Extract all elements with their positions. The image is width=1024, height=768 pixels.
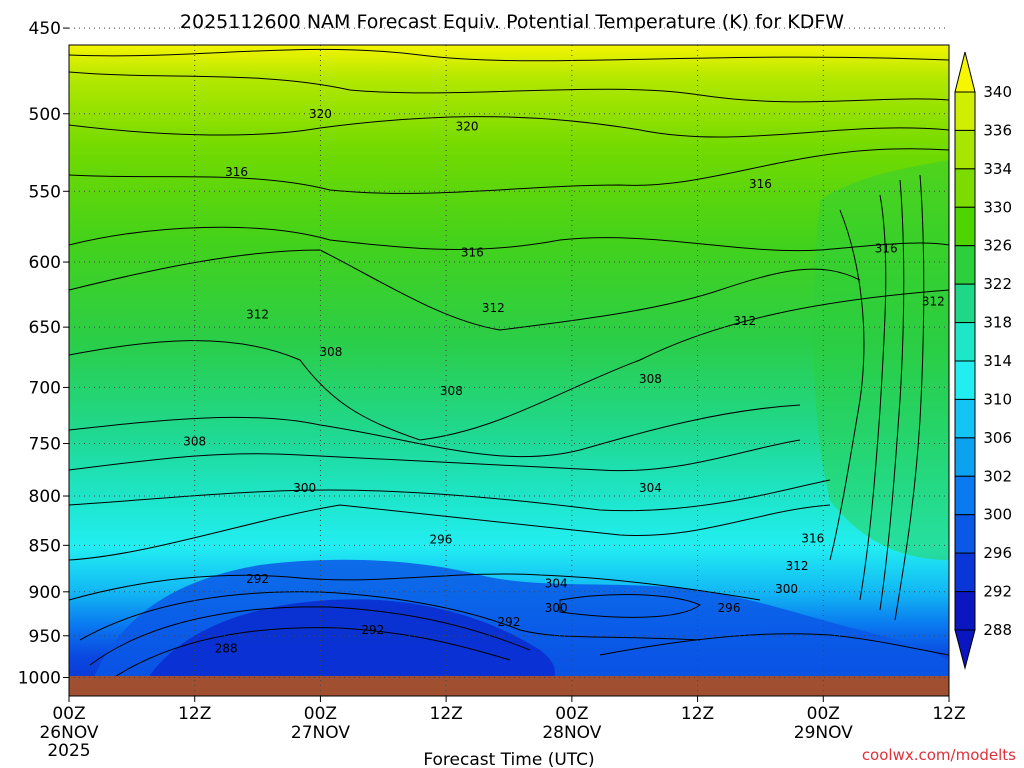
y-tick-label: 650 — [29, 318, 61, 338]
colorbar-label: 300 — [983, 506, 1012, 524]
colorbar-label: 340 — [983, 83, 1012, 101]
colorbar-label: 296 — [983, 544, 1012, 562]
y-tick-label: 900 — [29, 583, 61, 603]
colorbar-label: 302 — [983, 467, 1012, 485]
y-tick-label: 700 — [29, 378, 61, 398]
colorbar-segment — [954, 322, 976, 362]
contour-label: 316 — [801, 532, 824, 546]
colorbar-segment — [954, 591, 976, 631]
y-tick-label: 550 — [29, 182, 61, 202]
colorbar-segment — [954, 437, 976, 477]
colorbar-segment — [954, 398, 976, 439]
x-date-label: 29NOV — [794, 723, 853, 743]
x-date-label: 26NOV — [39, 723, 98, 743]
colorbar-segment — [954, 245, 976, 285]
contour-label: 308 — [639, 372, 662, 386]
colorbar-label: 318 — [983, 314, 1012, 332]
x-date-label: 27NOV — [291, 723, 350, 743]
contour-labels: 3283283283243243243203203163163163163123… — [183, 107, 945, 656]
contour-label: 288 — [215, 642, 238, 656]
coldest-core-region — [150, 599, 555, 696]
x-axis-ticks: 00Z 12Z 00Z 12Z 00Z 12Z 00Z 12Z 26NOV 27NOV 28NOV 2… — [39, 696, 966, 743]
colorbar-segment — [954, 475, 976, 516]
contour-label: 304 — [545, 577, 568, 591]
credit-text: coolwx.com/modelts — [862, 746, 1016, 764]
colorbar-label: 330 — [983, 198, 1012, 216]
contour-label: 300 — [775, 582, 798, 596]
colorbar-label: 336 — [983, 121, 1012, 139]
y-tick-label: 600 — [29, 253, 61, 273]
ground-below-surface — [69, 676, 949, 696]
contour-label: 296 — [718, 601, 741, 615]
colorbar-label: 288 — [983, 621, 1012, 639]
contour-label: 292 — [498, 615, 521, 629]
colorbar-segment — [954, 206, 976, 247]
contour-label: 308 — [440, 384, 463, 398]
colorbar-segment — [954, 360, 976, 400]
colorbar: 340 336 334 330 326 322 318 314 310 306 302 300 296 2… — [954, 51, 1012, 670]
contour-label: 320 — [456, 120, 479, 134]
x-axis-label: Forecast Time (UTC) — [423, 750, 594, 768]
colorbar-top-arrow — [954, 51, 976, 93]
colorbar-label: 334 — [983, 160, 1012, 178]
contour-label: 316 — [225, 165, 248, 179]
contour-label: 312 — [733, 314, 756, 328]
contour-label: 312 — [246, 308, 269, 322]
y-axis-ticks: 2503003504004505005506006507007508008509… — [18, 19, 69, 689]
x-year-label: 2025 — [47, 741, 90, 761]
colorbar-segment — [954, 168, 976, 208]
y-tick-label: 1000 — [18, 669, 61, 689]
contour-label: 312 — [786, 559, 809, 573]
y-tick-label: 450 — [29, 19, 61, 39]
contour-label: 312 — [482, 301, 505, 315]
x-tick-label: 00Z — [52, 704, 85, 724]
y-tick-label: 850 — [29, 536, 61, 556]
chart-title: 2025112600 NAM Forecast Equiv. Potential… — [180, 11, 844, 33]
colorbar-segment — [954, 283, 976, 324]
contour-label: 292 — [361, 623, 384, 637]
contour-label: 300 — [293, 481, 316, 495]
contour-label: 312 — [922, 295, 945, 309]
isentrope-lines — [69, 48, 949, 681]
contour-label: 304 — [639, 481, 662, 495]
x-date-label: 28NOV — [542, 723, 601, 743]
x-tick-label: 00Z — [304, 704, 337, 724]
contour-label: 316 — [749, 177, 772, 191]
x-tick-label: 00Z — [555, 704, 588, 724]
x-tick-label: 12Z — [681, 704, 714, 724]
plot-field — [69, 45, 949, 696]
gridlines — [69, 27, 949, 696]
x-tick-label: 00Z — [807, 704, 840, 724]
x-tick-label: 12Z — [178, 704, 211, 724]
contour-label: 292 — [246, 572, 269, 586]
y-tick-label: 800 — [29, 487, 61, 507]
colorbar-label: 310 — [983, 390, 1012, 408]
plot-frame — [68, 44, 950, 697]
colorbar-label: 314 — [983, 352, 1012, 370]
x-tick-label: 12Z — [430, 704, 463, 724]
y-tick-label: 500 — [29, 105, 61, 125]
y-tick-label: 950 — [29, 627, 61, 647]
colorbar-label: 292 — [983, 583, 1012, 601]
x-tick-label: 12Z — [932, 704, 965, 724]
contour-label: 296 — [429, 533, 452, 547]
contour-label: 320 — [309, 107, 332, 121]
contour-label: 300 — [545, 601, 568, 615]
contour-label: 316 — [461, 246, 484, 260]
contour-label: 316 — [875, 241, 898, 255]
colorbar-segment — [954, 129, 976, 170]
colorbar-label: 322 — [983, 275, 1012, 293]
colorbar-label: 326 — [983, 237, 1012, 255]
colorbar-label: 306 — [983, 429, 1012, 447]
warm-column-region — [813, 160, 949, 560]
contour-label: 308 — [319, 345, 342, 359]
colorbar-segment — [954, 91, 976, 131]
colorbar-segment — [954, 514, 976, 554]
colorbar-bottom-arrow — [954, 629, 976, 670]
y-tick-label: 750 — [29, 435, 61, 455]
colorbar-segment — [954, 552, 976, 593]
contour-label: 308 — [183, 434, 206, 448]
